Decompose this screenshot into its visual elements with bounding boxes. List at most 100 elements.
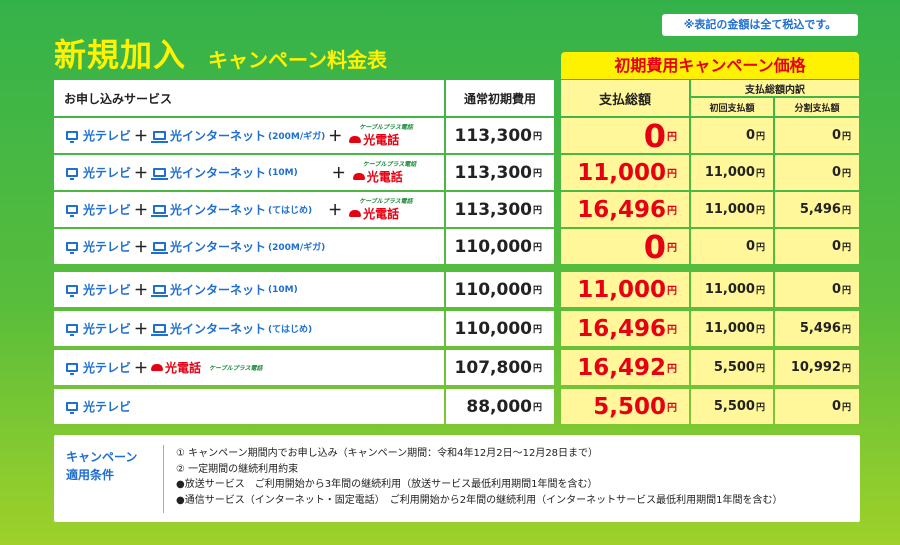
plus-sign: ＋	[134, 360, 149, 377]
service-cell: 光テレビ ＋ 光インターネット (200M/ギガ)	[54, 229, 444, 264]
plus-sign: ＋	[134, 282, 149, 299]
yen-unit: 円	[532, 206, 542, 216]
tv-icon	[66, 402, 78, 414]
yen-unit: 円	[667, 403, 677, 414]
split-payment-value: 0	[831, 239, 841, 254]
net-label: 光インターネット	[170, 203, 267, 217]
computer-icon	[151, 205, 169, 217]
tv-icon	[66, 242, 78, 254]
yen-unit: 円	[667, 364, 677, 375]
plus-sign: ＋	[134, 128, 149, 145]
yen-unit: 円	[841, 169, 851, 179]
tv-icon	[66, 285, 78, 297]
cable-plus-label: ケーブルプラス電話	[362, 160, 417, 168]
plus-sign: ＋	[134, 321, 149, 338]
first-payment-cell: 11,000 円	[691, 311, 773, 346]
yen-unit: 円	[755, 243, 765, 253]
yen-unit: 円	[755, 403, 765, 413]
total-cell: 16,492 円	[561, 350, 689, 385]
normal-fee-value: 113,300	[454, 125, 532, 146]
first-payment-value: 11,000	[704, 165, 755, 180]
phone-icon	[349, 209, 362, 217]
first-payment-cell: 5,500 円	[691, 389, 773, 424]
phone-service: ケーブルプラス電話 光電話	[352, 160, 417, 185]
tv-label: 光テレビ	[83, 166, 132, 180]
yen-unit: 円	[755, 132, 765, 142]
conditions-label-line2: 適用条件	[66, 468, 115, 482]
total-value: 16,492	[577, 354, 666, 381]
plus-sign: ＋	[134, 239, 149, 256]
split-payment-cell: 5,496 円	[775, 192, 859, 227]
total-value: 0	[643, 227, 666, 266]
tv-label: 光テレビ	[83, 240, 132, 254]
first-payment-value: 5,500	[713, 399, 755, 414]
header-total: 支払総額	[561, 80, 689, 116]
condition-line: ① キャンペーン期間内でお申し込み（キャンペーン期間：令和4年12月2日～12月…	[176, 448, 599, 459]
table-row: 光テレビ ＋ 光インターネット (10M) 110,000 円 11,000 円 11…	[54, 272, 860, 307]
first-payment-value: 11,000	[704, 321, 755, 336]
conditions-label: キャンペーン 適用条件	[66, 448, 152, 484]
normal-fee-value: 107,800	[454, 357, 532, 378]
yen-unit: 円	[755, 169, 765, 179]
phone-label: 光電話	[363, 132, 400, 147]
total-value: 0	[643, 116, 666, 155]
plus-sign: ＋	[328, 202, 343, 219]
first-payment-cell: 11,000 円	[691, 192, 773, 227]
condition-line: ② 一定期間の継続利用約束	[176, 463, 299, 475]
speed-label: (10M)	[268, 284, 298, 295]
phone-service: 光電話 ケーブルプラス電話	[151, 359, 263, 376]
net-label: 光インターネット	[170, 322, 267, 336]
computer-icon	[151, 324, 169, 336]
normal-fee-value: 113,300	[454, 162, 532, 183]
yen-unit: 円	[755, 325, 765, 335]
yen-unit: 円	[532, 286, 542, 296]
page-subtitle: キャンペーン料金表	[208, 48, 387, 72]
yen-unit: 円	[755, 286, 765, 296]
tv-icon	[66, 324, 78, 336]
campaign-conditions: キャンペーン 適用条件 ① キャンペーン期間内でお申し込み（キャンペーン期間：令…	[54, 435, 860, 522]
normal-fee-cell: 110,000 円	[446, 229, 554, 264]
yen-unit: 円	[841, 286, 851, 296]
normal-fee-value: 110,000	[454, 279, 532, 300]
plus-sign: ＋	[328, 128, 343, 145]
total-value: 11,000	[577, 276, 666, 303]
service-cell: 光テレビ ＋ 光インターネット (10M) ＋ ケーブルプラス電話 光電話	[54, 155, 444, 190]
table-header-row: お申し込みサービス 通常初期費用 支払総額 支払総額内訳 初回支払額 分割支払額	[54, 80, 860, 116]
first-payment-value: 0	[745, 239, 755, 254]
phone-label: 光電話	[366, 169, 403, 184]
split-payment-value: 10,992	[790, 360, 841, 375]
split-payment-value: 0	[831, 282, 841, 297]
header-split-payment: 分割支払額	[775, 98, 859, 116]
net-label: 光インターネット	[170, 283, 267, 297]
table-row: 光テレビ ＋ 光インターネット (10M) ＋ ケーブルプラス電話 光電話 113,…	[54, 155, 860, 190]
normal-fee-cell: 88,000 円	[446, 389, 554, 424]
yen-unit: 円	[532, 243, 542, 253]
yen-unit: 円	[841, 403, 851, 413]
split-payment-value: 5,496	[799, 321, 841, 336]
tv-icon	[66, 363, 78, 375]
first-payment-value: 5,500	[713, 360, 755, 375]
net-label: 光インターネット	[170, 240, 267, 254]
plus-sign: ＋	[331, 165, 346, 182]
yen-unit: 円	[755, 206, 765, 216]
yen-unit: 円	[667, 206, 677, 217]
first-payment-value: 11,000	[704, 282, 755, 297]
yen-unit: 円	[667, 286, 677, 297]
phone-icon	[151, 364, 164, 371]
header-first-payment: 初回支払額	[691, 98, 773, 116]
plus-sign: ＋	[134, 165, 149, 182]
total-cell: 16,496 円	[561, 192, 689, 227]
phone-service: ケーブルプラス電話 光電話	[349, 124, 413, 148]
tv-label: 光テレビ	[83, 203, 132, 217]
computer-icon	[151, 168, 169, 180]
service-cell: 光テレビ ＋ 光インターネット (10M)	[54, 272, 444, 307]
split-payment-cell: 10,992 円	[775, 350, 859, 385]
yen-unit: 円	[532, 403, 542, 413]
total-value: 11,000	[577, 159, 666, 186]
computer-icon	[151, 131, 169, 143]
normal-fee-cell: 110,000 円	[446, 272, 554, 307]
header-service: お申し込みサービス	[54, 80, 444, 116]
